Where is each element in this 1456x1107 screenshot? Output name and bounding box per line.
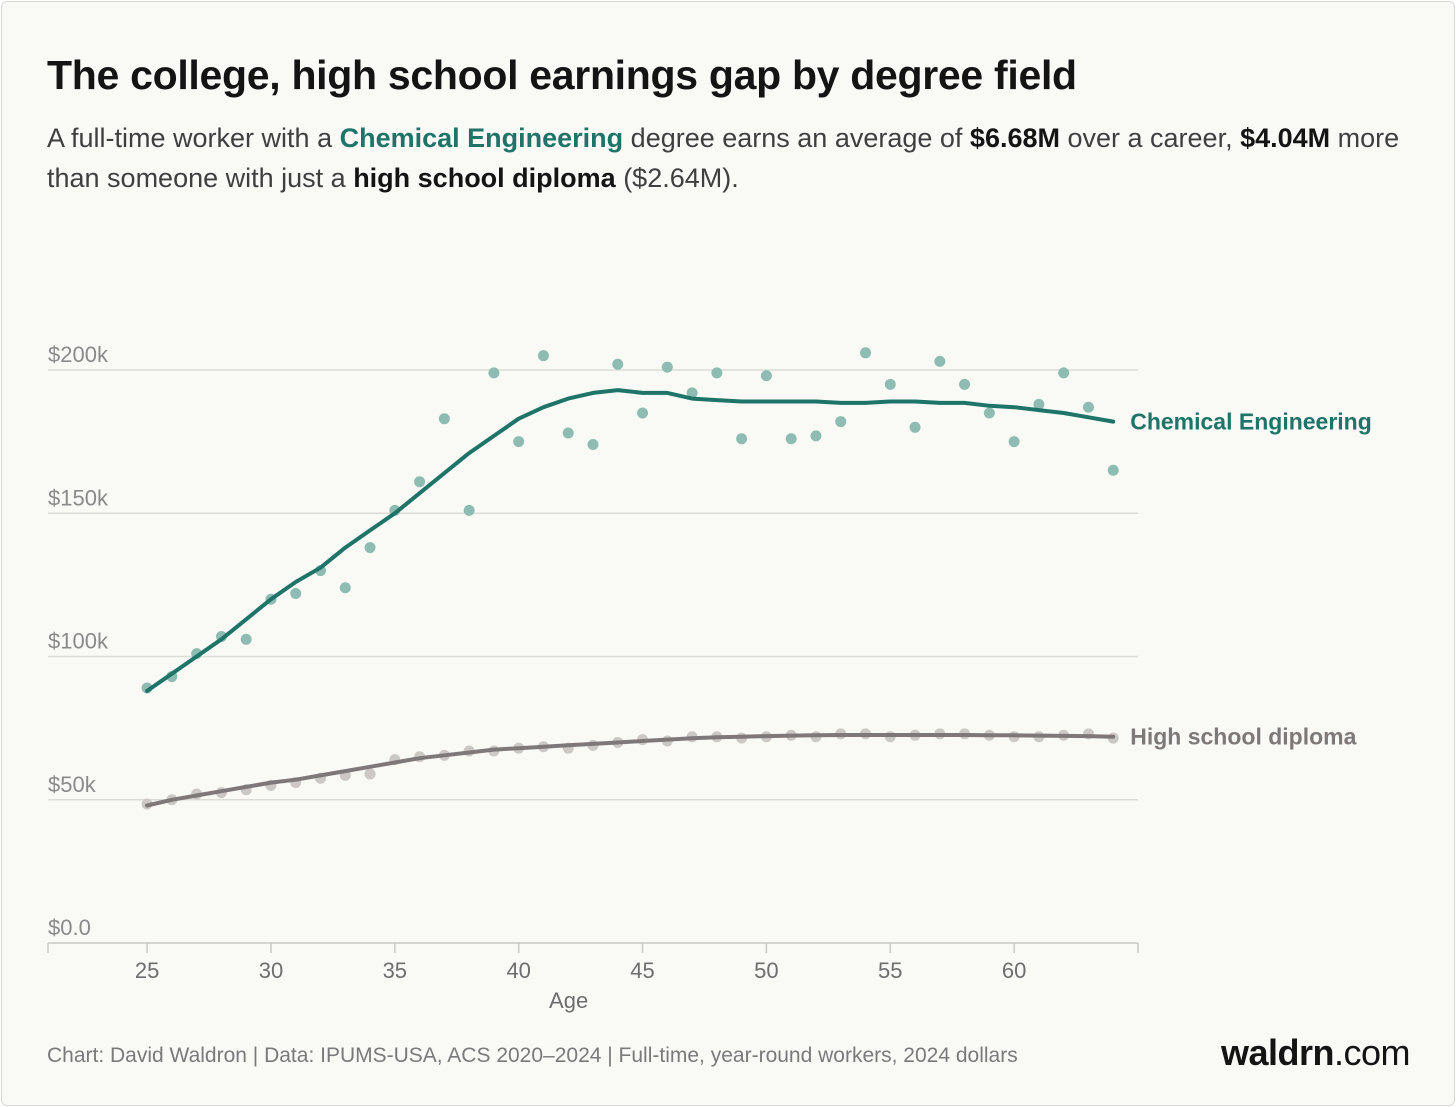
chem-eng-data-point — [562, 427, 574, 439]
chem-eng-data-point — [488, 367, 500, 379]
chem-eng-data-point — [686, 387, 698, 399]
chem-eng-data-point — [934, 355, 946, 367]
chem-eng-data-point — [835, 416, 847, 428]
chem-eng-data-point — [339, 582, 351, 594]
chem-eng-data-point — [513, 436, 525, 448]
chem-eng-data-point — [240, 633, 252, 645]
chem-eng-trend-line — [145, 388, 1116, 693]
chem-eng-data-point — [1033, 398, 1045, 410]
y-tick-label: $0.0 — [48, 915, 91, 940]
chem-eng-data-point — [637, 407, 649, 419]
chem-eng-data-point — [612, 358, 624, 370]
chem-eng-data-point — [661, 361, 673, 373]
subtitle-field-highlight: Chemical Engineering — [339, 123, 624, 153]
chem-eng-data-point — [760, 370, 772, 382]
x-tick-label: 55 — [878, 958, 902, 983]
y-tick-label: $50k — [48, 772, 97, 797]
chem-eng-data-point — [290, 587, 302, 599]
chem-eng-data-point — [414, 476, 426, 488]
y-tick-label: $150k — [48, 485, 109, 510]
brand-logo-link[interactable]: waldrn.com — [1220, 1032, 1411, 1074]
chem-eng-data-point — [959, 378, 971, 390]
chart-title: The college, high school earnings gap by… — [47, 52, 1077, 98]
subtitle-hs-label: high school diploma — [353, 163, 616, 193]
chem-eng-data-point — [1082, 401, 1094, 413]
chem-eng-data-point — [860, 347, 871, 359]
hs-diploma-data-point — [364, 768, 376, 780]
hs-diploma-trend-line — [145, 733, 1116, 808]
chem-eng-data-point — [438, 413, 450, 425]
x-tick-label: 30 — [259, 958, 283, 983]
chart-source-note: Chart: David Waldron | Data: IPUMS-USA, … — [47, 1044, 1018, 1067]
chem-eng-data-point — [909, 421, 921, 433]
x-tick-label: 35 — [383, 958, 407, 983]
chem-eng-data-point — [537, 350, 549, 362]
chem-eng-data-point — [364, 542, 376, 554]
subtitle-text: over a career, — [1059, 123, 1241, 153]
x-tick-label: 50 — [754, 958, 778, 983]
chem-eng-data-point — [1008, 436, 1020, 448]
chem-eng-series-label: Chemical Engineering — [1130, 409, 1372, 435]
subtitle-text: more than someone with just a — [47, 123, 1400, 193]
chem-eng-data-point — [736, 433, 748, 445]
chem-eng-data-point — [711, 367, 723, 379]
brand-name: waldrn — [1220, 1032, 1335, 1073]
x-tick-label: 60 — [1002, 958, 1026, 983]
x-tick-label: 45 — [630, 958, 654, 983]
chem-eng-data-point — [884, 378, 896, 390]
x-tick-label: 25 — [135, 958, 159, 983]
brand-domain: .com — [1333, 1032, 1411, 1073]
y-tick-label: $200k — [48, 342, 109, 367]
x-axis-title: Age — [549, 988, 588, 1013]
subtitle-college-total: $6.68M — [969, 123, 1060, 153]
hs-diploma-series-label: High school diploma — [1130, 724, 1356, 750]
subtitle-text: A full-time worker with a — [47, 123, 340, 153]
chem-eng-data-point — [785, 433, 797, 445]
subtitle-text: degree earns an average of — [623, 123, 970, 153]
y-tick-label: $100k — [48, 629, 109, 654]
x-tick-label: 40 — [506, 958, 530, 983]
chem-eng-data-point — [587, 438, 599, 450]
chem-eng-data-point — [463, 504, 475, 516]
subtitle-text: ($2.64M). — [615, 163, 739, 193]
chem-eng-data-point — [983, 407, 995, 419]
chem-eng-data-point — [1107, 464, 1119, 476]
chem-eng-data-point — [1058, 367, 1070, 379]
chem-eng-data-point — [810, 430, 822, 442]
subtitle-gap-value: $4.04M — [1240, 123, 1331, 153]
chart-subtitle: A full-time worker with a Chemical Engin… — [47, 118, 1407, 198]
